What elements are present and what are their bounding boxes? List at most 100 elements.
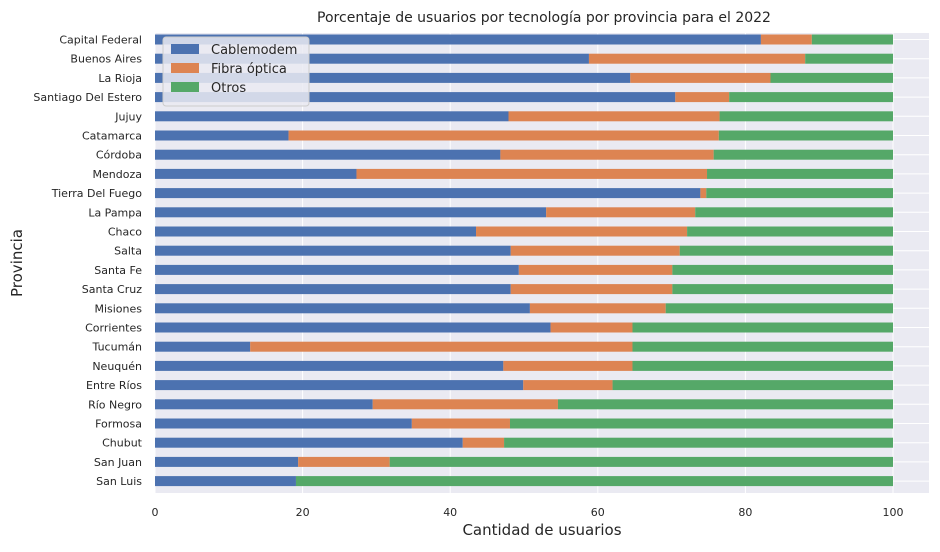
y-tick-label: Chubut bbox=[102, 437, 143, 450]
bar-segment-cablemodem bbox=[155, 207, 547, 218]
bars-layer bbox=[155, 34, 893, 487]
bar-segment-cablemodem bbox=[155, 456, 299, 467]
legend-label: Fibra óptica bbox=[211, 62, 287, 77]
bar-segment-fibra-ptica bbox=[250, 341, 633, 352]
y-tick-label: Jujuy bbox=[114, 110, 142, 123]
bar-segment-cablemodem bbox=[155, 264, 519, 275]
bar-segment-cablemodem bbox=[155, 284, 511, 295]
bar-segment-cablemodem bbox=[155, 341, 251, 352]
bar-segment-fibra-ptica bbox=[510, 245, 680, 256]
legend-swatch bbox=[171, 82, 199, 92]
y-tick-label: Catamarca bbox=[82, 130, 142, 143]
bar-segment-fibra-ptica bbox=[510, 284, 673, 295]
bar-segment-otros bbox=[718, 130, 893, 141]
bar-segment-otros bbox=[504, 437, 893, 448]
bar-segment-fibra-ptica bbox=[630, 72, 771, 83]
x-tick-label: 0 bbox=[152, 506, 159, 519]
y-tick-label: Entre Ríos bbox=[86, 379, 142, 392]
bar-segment-fibra-ptica bbox=[476, 226, 688, 237]
bar-segment-cablemodem bbox=[155, 226, 477, 237]
bar-segment-otros bbox=[665, 303, 893, 314]
bar-segment-fibra-ptica bbox=[462, 437, 505, 448]
bar-segment-fibra-ptica bbox=[523, 380, 613, 391]
bar-segment-cablemodem bbox=[155, 303, 530, 314]
bar-segment-fibra-ptica bbox=[288, 130, 719, 141]
bar-segment-otros bbox=[695, 207, 893, 218]
y-tick-label: Buenos Aires bbox=[70, 53, 142, 66]
y-tick-labels: Capital Federal Buenos Aires La Rioja Santi… bbox=[33, 34, 142, 489]
legend-label: Otros bbox=[211, 81, 246, 96]
bar-segment-otros bbox=[632, 360, 893, 371]
bar-segment-fibra-ptica bbox=[508, 111, 720, 122]
y-tick-label: Santa Cruz bbox=[82, 283, 142, 296]
bar-segment-otros bbox=[713, 149, 893, 160]
bar-segment-otros bbox=[612, 380, 893, 391]
bar-segment-cablemodem bbox=[155, 399, 373, 410]
bar-segment-fibra-ptica bbox=[503, 360, 633, 371]
x-tick-label: 100 bbox=[883, 506, 904, 519]
bar-segment-cablemodem bbox=[155, 322, 551, 333]
bar-segment-fibra-ptica bbox=[500, 149, 714, 160]
chart-title: Porcentaje de usuarios por tecnología po… bbox=[317, 10, 771, 26]
bar-segment-cablemodem bbox=[155, 245, 511, 256]
y-tick-label: Mendoza bbox=[93, 168, 142, 181]
bar-segment-cablemodem bbox=[155, 380, 524, 391]
bar-segment-fibra-ptica bbox=[700, 188, 707, 199]
bar-segment-fibra-ptica bbox=[760, 34, 812, 45]
bar-segment-cablemodem bbox=[155, 130, 289, 141]
x-axis-label: Cantidad de usuarios bbox=[462, 521, 621, 539]
bar-segment-otros bbox=[706, 188, 893, 199]
y-tick-label: Capital Federal bbox=[59, 34, 142, 47]
x-tick-label: 60 bbox=[591, 506, 605, 519]
bar-segment-cablemodem bbox=[155, 360, 504, 371]
y-tick-label: Formosa bbox=[95, 418, 142, 431]
bar-segment-fibra-ptica bbox=[356, 168, 708, 179]
x-tick-label: 20 bbox=[296, 506, 310, 519]
y-tick-label: Misiones bbox=[94, 302, 142, 315]
bar-segment-fibra-ptica bbox=[588, 53, 806, 64]
bar-segment-fibra-ptica bbox=[675, 92, 730, 103]
bar-segment-otros bbox=[632, 322, 893, 333]
x-tick-label: 80 bbox=[738, 506, 752, 519]
y-tick-label: Tierra Del Fuego bbox=[51, 187, 143, 200]
bar-segment-fibra-ptica bbox=[298, 456, 390, 467]
bar-segment-fibra-ptica bbox=[518, 264, 673, 275]
y-tick-label: San Luis bbox=[96, 475, 142, 488]
legend-box bbox=[162, 36, 310, 107]
bar-segment-fibra-ptica bbox=[546, 207, 696, 218]
bar-segment-cablemodem bbox=[155, 149, 501, 160]
bar-segment-cablemodem bbox=[155, 92, 676, 103]
bar-segment-otros bbox=[509, 418, 893, 429]
bar-segment-otros bbox=[770, 72, 893, 83]
bar-segment-otros bbox=[557, 399, 893, 410]
bar-segment-otros bbox=[672, 264, 893, 275]
bar-segment-otros bbox=[632, 341, 893, 352]
x-tick-labels: 0 20 40 60 80 100 bbox=[152, 506, 904, 519]
y-tick-label: Neuquén bbox=[92, 360, 142, 373]
legend-swatch bbox=[171, 63, 199, 73]
bar-segment-cablemodem bbox=[155, 168, 357, 179]
y-tick-label: Santa Fe bbox=[94, 264, 142, 277]
y-tick-label: Tucumán bbox=[92, 341, 142, 354]
bar-segment-cablemodem bbox=[155, 437, 463, 448]
bar-segment-fibra-ptica bbox=[529, 303, 666, 314]
bar-segment-otros bbox=[805, 53, 893, 64]
bar-segment-cablemodem bbox=[155, 72, 631, 83]
bar-segment-fibra-ptica bbox=[411, 418, 510, 429]
bar-segment-cablemodem bbox=[155, 188, 701, 199]
bar-segment-cablemodem bbox=[155, 34, 761, 45]
y-tick-label: Córdoba bbox=[96, 149, 142, 162]
bar-segment-otros bbox=[389, 456, 893, 467]
bar-segment-cablemodem bbox=[155, 418, 412, 429]
bar-segment-otros bbox=[295, 476, 893, 487]
bar-segment-fibra-ptica bbox=[372, 399, 558, 410]
bar-segment-otros bbox=[707, 168, 893, 179]
y-tick-label: Salta bbox=[114, 245, 142, 258]
bar-segment-cablemodem bbox=[155, 476, 296, 487]
y-tick-label: Santiago Del Estero bbox=[33, 91, 142, 104]
legend-swatch bbox=[171, 44, 199, 54]
y-tick-label: San Juan bbox=[94, 456, 142, 469]
bar-segment-otros bbox=[729, 92, 893, 103]
